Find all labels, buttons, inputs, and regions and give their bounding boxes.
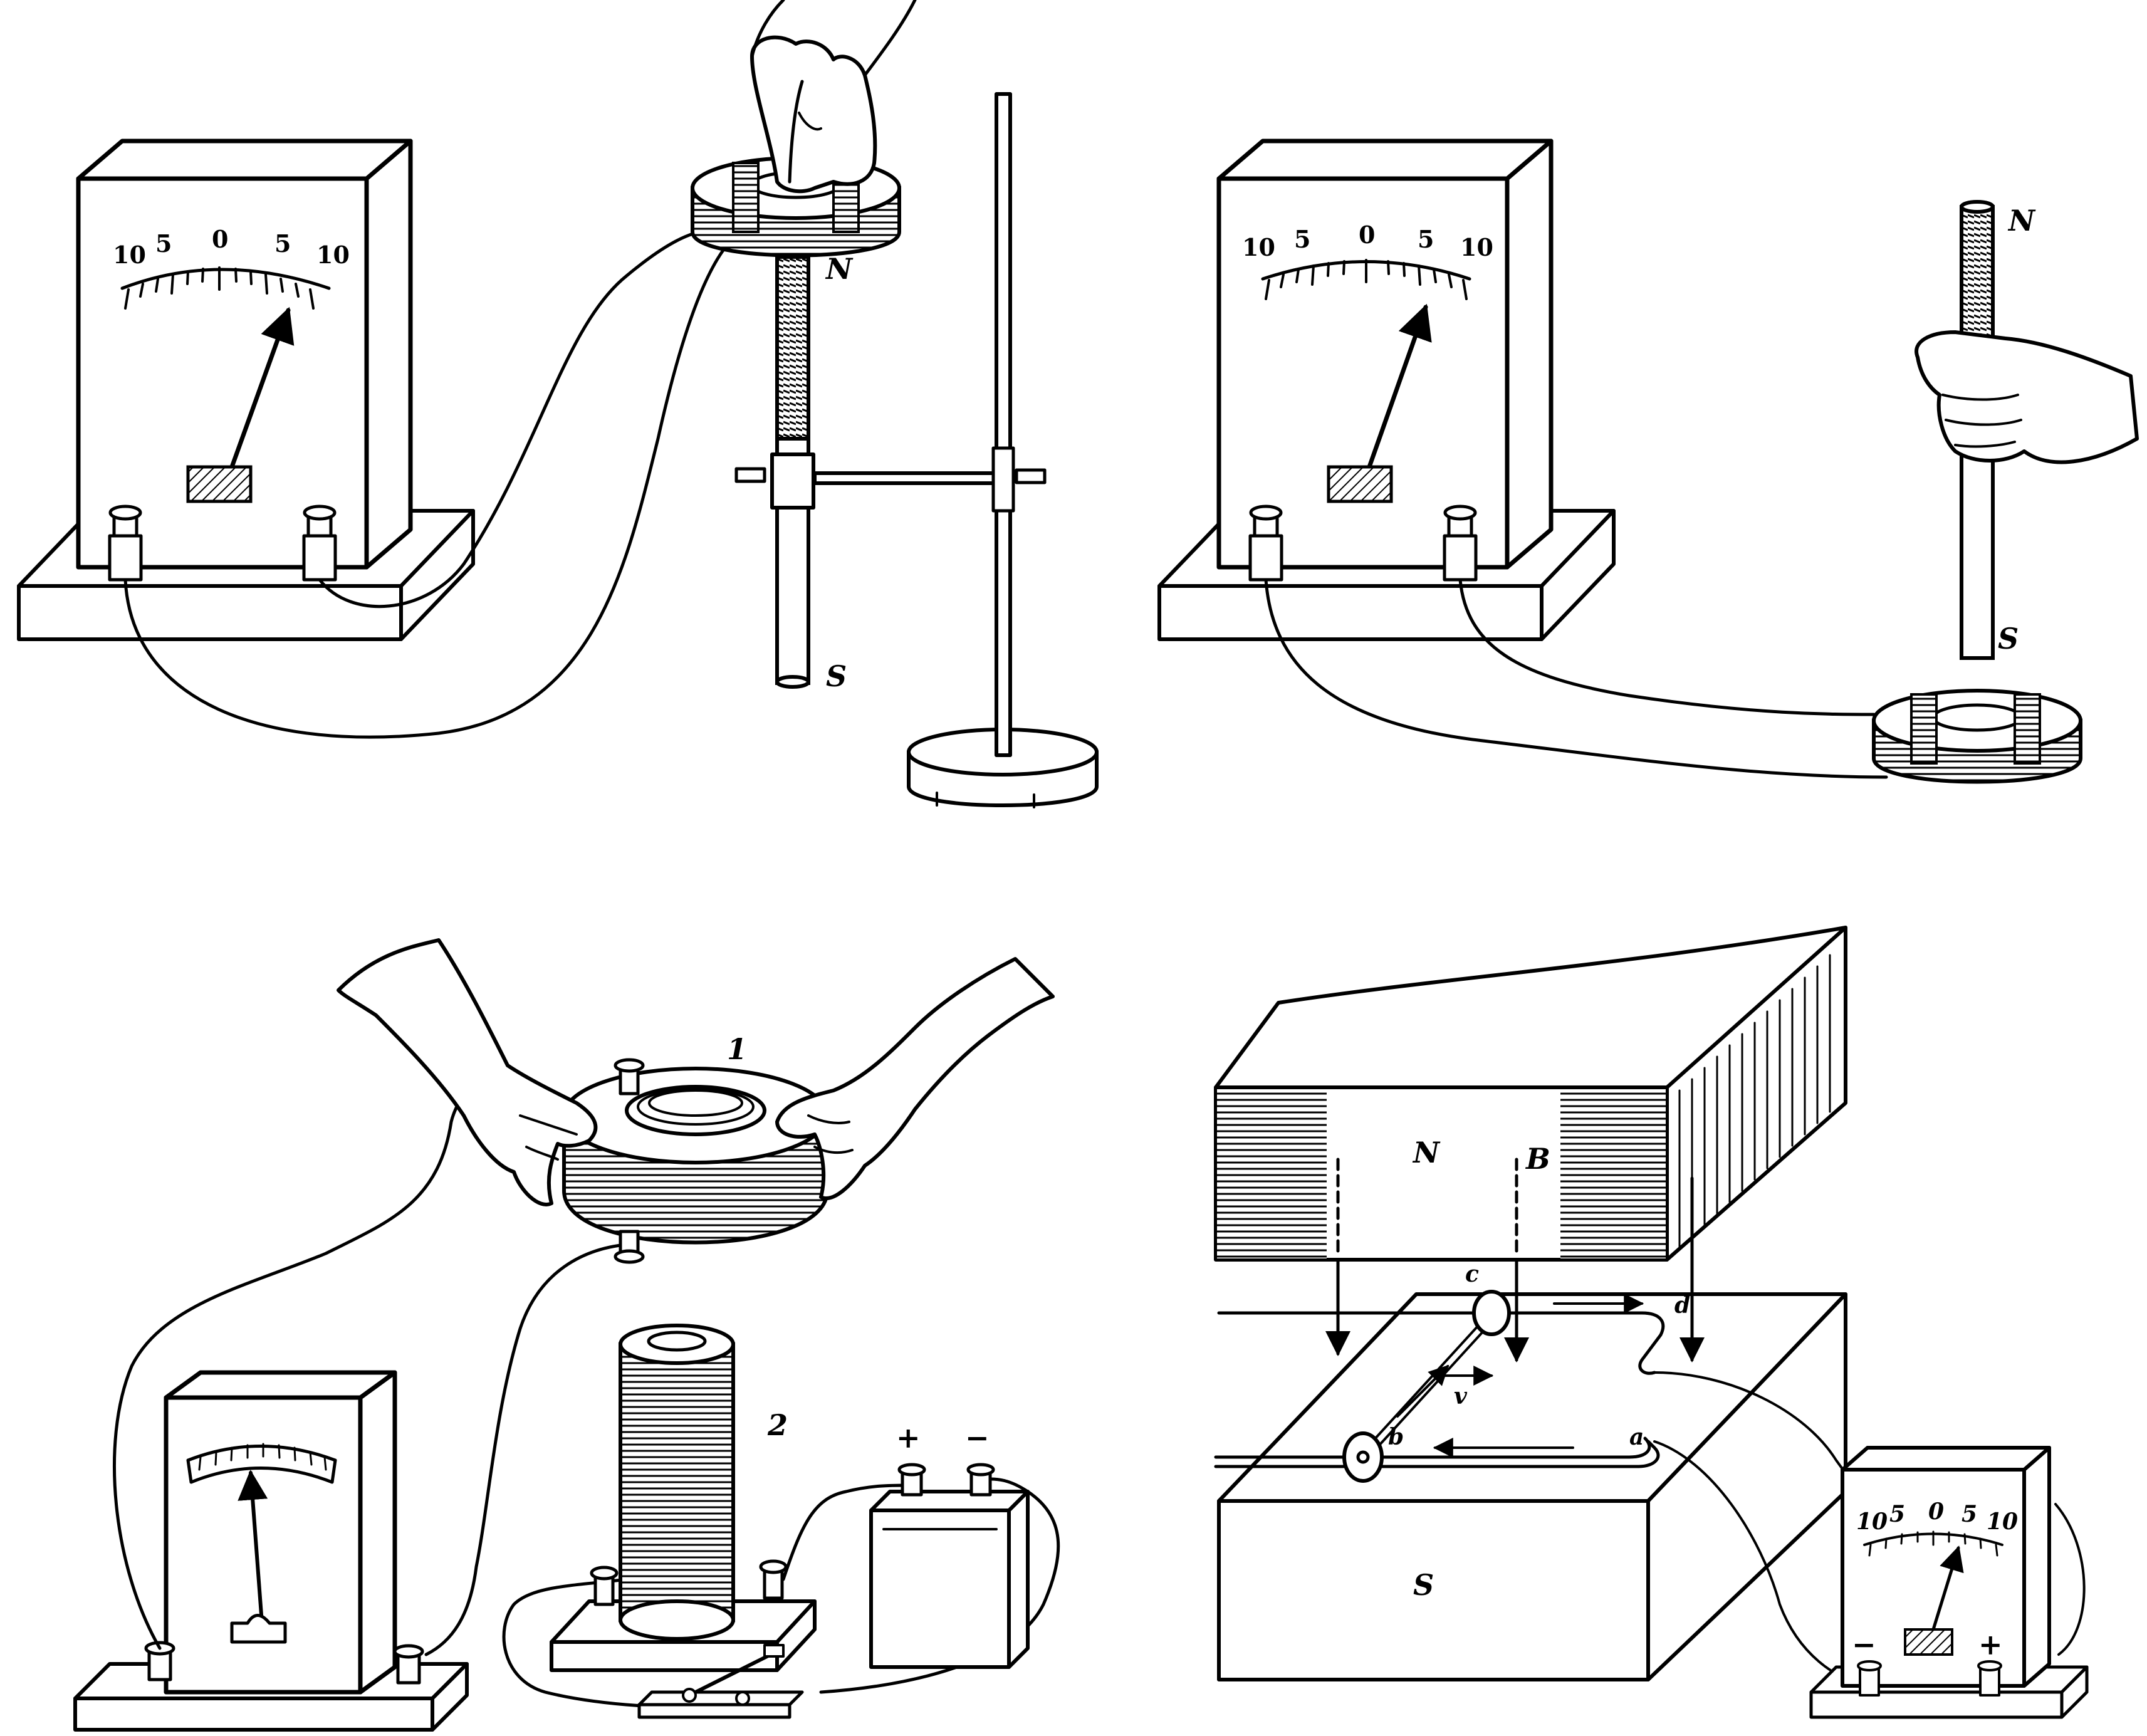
terminal-right — [1443, 505, 1478, 582]
galvanometer: 10 5 0 5 10 — [1216, 139, 1554, 582]
magnet-north-label: N — [1412, 1136, 1441, 1169]
meter-minus-label: − — [1852, 1628, 1876, 1661]
terminal-right — [393, 1644, 424, 1685]
scale-label: 0 — [1928, 1498, 1944, 1525]
battery-plus-label: + — [896, 1421, 921, 1455]
magnet-south-label: S — [1998, 622, 2019, 656]
scale-label: 5 — [155, 229, 172, 258]
scale-label: 0 — [212, 225, 228, 253]
scale-label: 10 — [1460, 233, 1493, 261]
rail — [1214, 1436, 1651, 1459]
scale-label: 5 — [1889, 1501, 1905, 1527]
coil-2-label: 2 — [767, 1408, 788, 1442]
scale-label: 5 — [274, 229, 291, 258]
figure-d: N B S c d b a v 10 5 — [1214, 926, 2089, 1719]
rail — [1217, 1311, 1665, 1375]
point-a-label: a — [1629, 1424, 1644, 1450]
battery-minus-label: − — [965, 1421, 990, 1455]
coil-terminal — [614, 1058, 645, 1095]
magnet-north-label: N — [825, 252, 854, 286]
coil-2 — [550, 1324, 817, 1672]
hand — [1915, 330, 2139, 464]
terminal-right — [302, 505, 337, 582]
rail — [1214, 1440, 1660, 1468]
field-lines — [1325, 1158, 1705, 1362]
field-label: B — [1525, 1142, 1550, 1176]
galvanometer: 10 5 0 5 10 — [76, 139, 413, 582]
wire — [123, 236, 735, 739]
terminal-left — [108, 505, 143, 582]
scale-ticks — [1265, 259, 1468, 300]
wire — [1264, 578, 1888, 779]
magnet-south-label: S — [1413, 1568, 1434, 1602]
figure-c: 1 2 — [73, 938, 1060, 1732]
wire — [424, 1242, 635, 1656]
needle-pivot-plate — [1327, 465, 1393, 503]
wire — [502, 1577, 710, 1710]
velocity-label: v — [1454, 1383, 1468, 1409]
coil-1 — [562, 1058, 829, 1264]
hand-right — [775, 957, 1055, 1200]
point-d-label: d — [1674, 1292, 1690, 1319]
scale-label: 10 — [1856, 1509, 1888, 1535]
wire — [819, 1477, 1060, 1694]
needle-pivot-plate — [186, 465, 253, 503]
scale-ticks — [198, 1443, 327, 1471]
bar-magnet — [770, 255, 815, 689]
scale-label: 10 — [1987, 1509, 2018, 1535]
terminal-left — [1248, 505, 1283, 582]
scale-label: 0 — [1359, 221, 1375, 249]
meter-needle — [1931, 1545, 1964, 1631]
current-arrow — [1396, 1364, 1450, 1418]
meter-needle — [229, 306, 295, 469]
battery — [869, 1463, 1030, 1669]
point-b-label: b — [1388, 1424, 1404, 1450]
scale-label: 10 — [316, 241, 350, 269]
wire — [1458, 578, 1876, 716]
meter-needle — [238, 1470, 268, 1625]
meter-plus-label: + — [1978, 1628, 2003, 1661]
hand-left — [337, 938, 598, 1206]
scale-label: 5 — [1294, 225, 1310, 253]
point-c-label: c — [1465, 1261, 1479, 1287]
scale-label: 5 — [1962, 1501, 1977, 1527]
retort-stand — [734, 92, 1099, 808]
coil-terminal — [759, 1559, 788, 1600]
magnet-north-label: N — [2007, 204, 2036, 238]
wire — [318, 229, 710, 609]
needle-pivot-plate — [1904, 1628, 1953, 1656]
coil-1-label: 1 — [727, 1032, 747, 1066]
magnet-south-label: S — [826, 659, 847, 693]
scale-label: 10 — [113, 241, 146, 269]
terminal-left — [1857, 1660, 1882, 1697]
wire — [781, 1483, 911, 1581]
meter-needle — [1367, 303, 1432, 469]
scale-label: 5 — [1418, 225, 1434, 253]
coil-terminal — [590, 1566, 619, 1606]
magnet-south-block — [1217, 1292, 1847, 1681]
knife-switch — [637, 1644, 804, 1719]
scale-label: 10 — [1242, 233, 1275, 261]
galvanometer — [144, 1370, 424, 1695]
figure-a: 10 5 0 5 10 — [17, 0, 1099, 808]
magnet-north-block — [1214, 926, 1847, 1262]
figure-b: 10 5 0 5 10 — [1157, 139, 2139, 784]
coil-terminal — [614, 1230, 645, 1264]
scale-ticks — [124, 266, 315, 310]
scale-ticks — [1868, 1530, 1998, 1557]
hand — [750, 0, 917, 194]
coil — [1872, 689, 2082, 784]
needle-pivot-plate — [230, 1614, 287, 1644]
wire — [113, 1064, 497, 1650]
wire — [2054, 1503, 2086, 1656]
galvanometer: 10 5 0 5 10 − + — [1809, 1446, 2089, 1719]
terminal-right — [1977, 1660, 2002, 1697]
